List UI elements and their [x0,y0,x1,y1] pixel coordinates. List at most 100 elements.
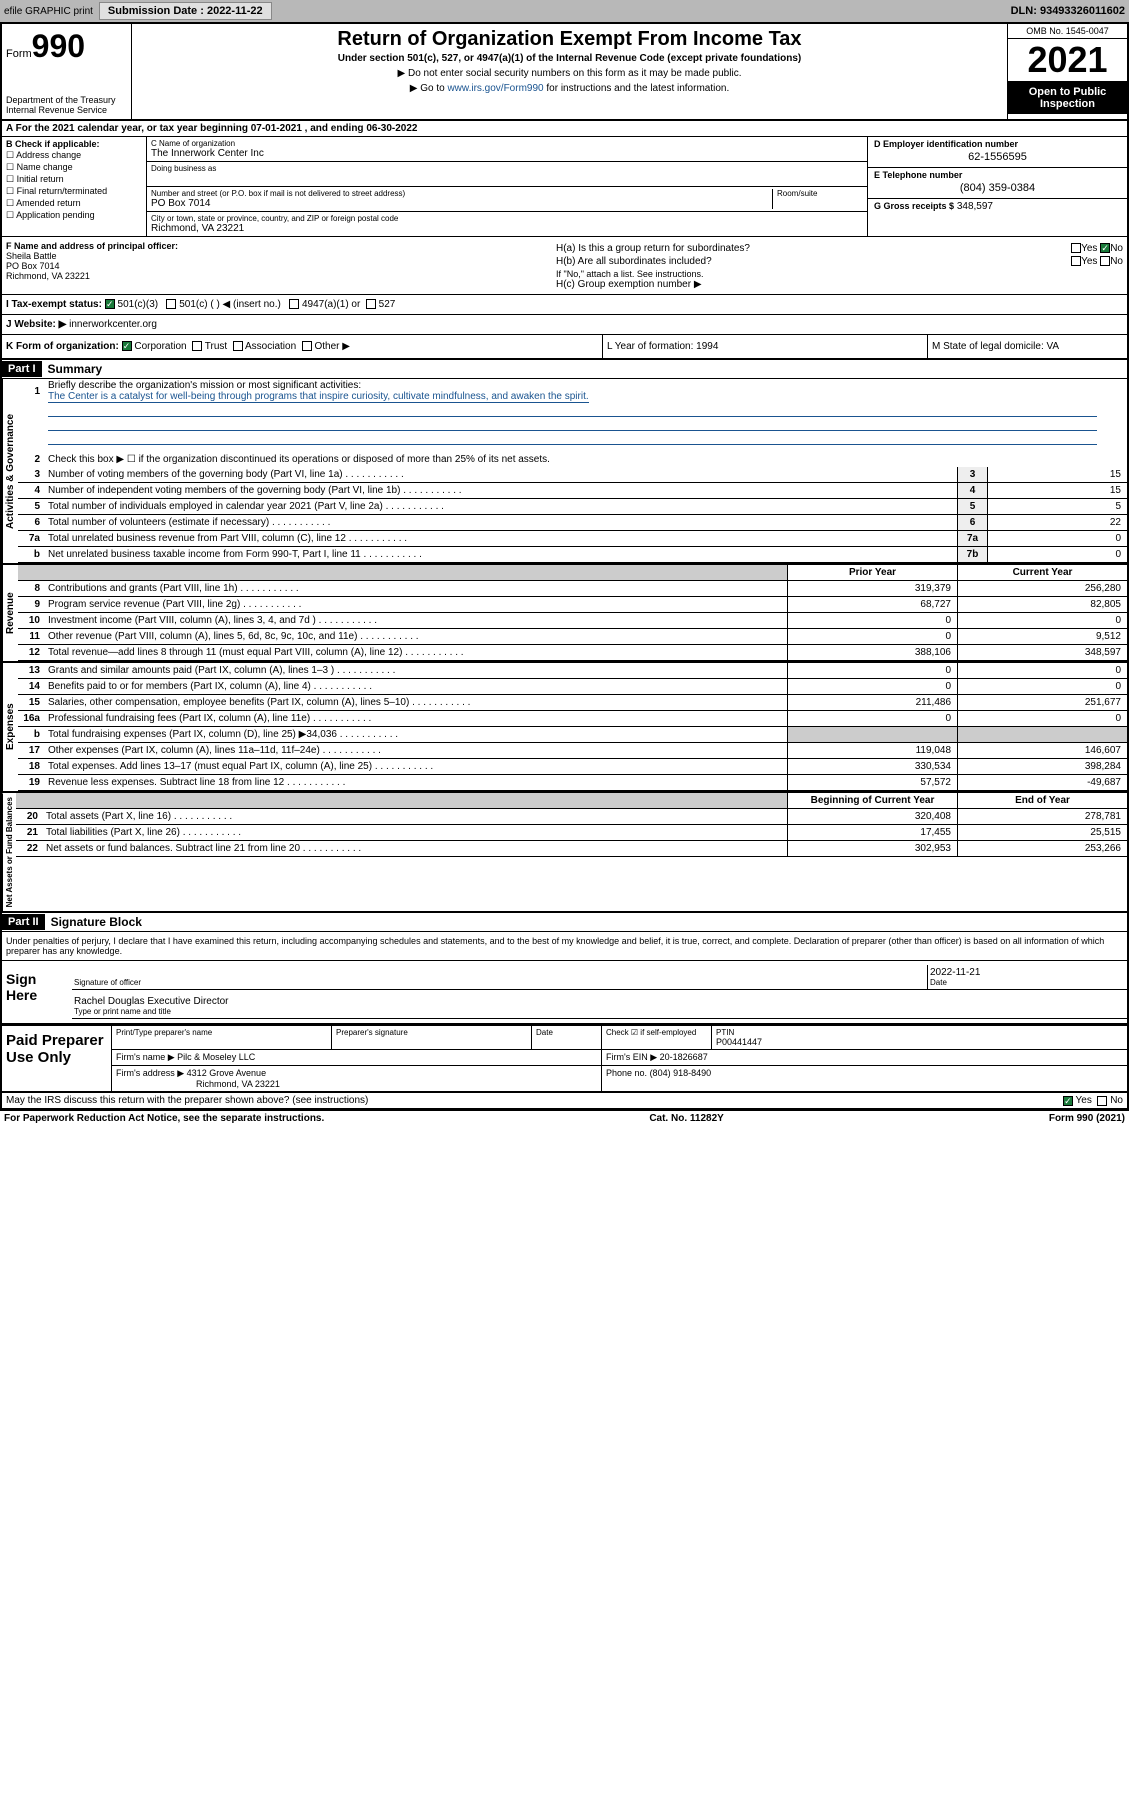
governance-block: Activities & Governance 1 Briefly descri… [2,379,1127,565]
vert-governance: Activities & Governance [2,379,18,563]
main-title: Return of Organization Exempt From Incom… [136,28,1003,51]
rev-line-10: 10 Investment income (Part VIII, column … [18,613,1127,629]
hb-no-chk[interactable] [1100,256,1110,266]
telephone: (804) 359-0384 [874,180,1121,196]
website: innerworkcenter.org [69,319,157,330]
section-klm: K Form of organization: Corporation Trus… [2,335,1127,360]
chk-4947[interactable] [289,299,299,309]
irs-link[interactable]: www.irs.gov/Form990 [447,83,543,94]
section-k: K Form of organization: Corporation Trus… [2,335,602,358]
sig-date: 2022-11-21 [930,967,1125,978]
exp-line-19: 19 Revenue less expenses. Subtract line … [18,775,1127,791]
chk-527[interactable] [366,299,376,309]
omb-year-block: OMB No. 1545-0047 2021 Open to Public In… [1007,24,1127,119]
expenses-block: Expenses 13 Grants and similar amounts p… [2,663,1127,793]
dept-treasury: Department of the Treasury Internal Reve… [6,95,127,115]
gov-line-3: 3 Number of voting members of the govern… [18,467,1127,483]
gov-line-7a: 7a Total unrelated business revenue from… [18,531,1127,547]
part2-header: Part II Signature Block [2,913,1127,932]
chk-name-change[interactable]: ☐ Name change [6,162,142,173]
paid-preparer-label: Paid Preparer Use Only [2,1026,112,1091]
col-headers-net: Beginning of Current Year End of Year [16,793,1127,809]
net-line-22: 22 Net assets or fund balances. Subtract… [16,841,1127,857]
chk-corp[interactable] [122,341,132,351]
section-m: M State of legal domicile: VA [927,335,1127,358]
exp-line-b: b Total fundraising expenses (Part IX, c… [18,727,1127,743]
discuss-no-chk[interactable] [1097,1096,1107,1106]
col-headers-rev: Prior Year Current Year [18,565,1127,581]
rev-line-12: 12 Total revenue—add lines 8 through 11 … [18,645,1127,661]
net-line-21: 21 Total liabilities (Part X, line 26) 1… [16,825,1127,841]
chk-amended[interactable]: ☐ Amended return [6,198,142,209]
chk-final-return[interactable]: ☐ Final return/terminated [6,186,142,197]
net-line-20: 20 Total assets (Part X, line 16) 320,40… [16,809,1127,825]
chk-app-pending[interactable]: ☐ Application pending [6,210,142,221]
efile-label: efile GRAPHIC print [4,6,93,17]
chk-assoc[interactable] [233,341,243,351]
rev-line-11: 11 Other revenue (Part VIII, column (A),… [18,629,1127,645]
exp-line-16a: 16a Professional fundraising fees (Part … [18,711,1127,727]
gross-receipts: 348,597 [957,201,993,212]
vert-expenses: Expenses [2,663,18,791]
ha-yes-chk[interactable] [1071,243,1081,253]
chk-501c[interactable] [166,299,176,309]
chk-trust[interactable] [192,341,202,351]
mission-line [48,405,1097,417]
section-b: B Check if applicable: ☐ Address change … [2,137,147,236]
tax-year: 2021 [1008,39,1127,82]
org-name: The Innerwork Center Inc [151,148,863,159]
gov-line-5: 5 Total number of individuals employed i… [18,499,1127,515]
netassets-block: Net Assets or Fund Balances Beginning of… [2,793,1127,913]
gov-line-6: 6 Total number of volunteers (estimate i… [18,515,1127,531]
city-state-zip: Richmond, VA 23221 [151,223,863,234]
omb-number: OMB No. 1545-0047 [1008,24,1127,39]
submission-date-btn[interactable]: Submission Date : 2022-11-22 [99,2,272,20]
paid-preparer-block: Paid Preparer Use Only Print/Type prepar… [2,1024,1127,1093]
gov-line-7b: b Net unrelated business taxable income … [18,547,1127,563]
exp-line-14: 14 Benefits paid to or for members (Part… [18,679,1127,695]
efile-header: efile GRAPHIC print Submission Date : 20… [0,0,1129,22]
ha-no-chk[interactable] [1100,243,1110,253]
firm-name: Pilc & Moseley LLC [177,1052,255,1062]
part1-header: Part I Summary [2,360,1127,379]
chk-other[interactable] [302,341,312,351]
mission-text: The Center is a catalyst for well-being … [48,391,589,403]
hb-yes-chk[interactable] [1071,256,1081,266]
ptin: P00441447 [716,1037,1123,1047]
chk-501c3[interactable] [105,299,115,309]
irs-discuss-row: May the IRS discuss this return with the… [2,1093,1127,1109]
rev-line-8: 8 Contributions and grants (Part VIII, l… [18,581,1127,597]
chk-initial-return[interactable]: ☐ Initial return [6,174,142,185]
sign-here-label: Sign Here [2,961,72,1023]
section-f: F Name and address of principal officer:… [2,237,552,294]
sign-here-block: Sign Here Signature of officer 2022-11-2… [2,961,1127,1024]
section-fh: F Name and address of principal officer:… [2,237,1127,295]
officer-name: Sheila Battle [6,251,548,261]
section-i: I Tax-exempt status: 501(c)(3) 501(c) ( … [2,295,1127,315]
instr-ssn: ▶ Do not enter social security numbers o… [136,68,1003,79]
dln: DLN: 93493326011602 [1011,5,1125,17]
subtitle: Under section 501(c), 527, or 4947(a)(1)… [136,53,1003,64]
gov-line-4: 4 Number of independent voting members o… [18,483,1127,499]
rev-line-9: 9 Program service revenue (Part VIII, li… [18,597,1127,613]
section-h: H(a) Is this a group return for subordin… [552,237,1127,294]
discuss-yes-chk[interactable] [1063,1096,1073,1106]
page-footer: For Paperwork Reduction Act Notice, see … [0,1111,1129,1126]
exp-line-17: 17 Other expenses (Part IX, column (A), … [18,743,1127,759]
section-j: J Website: ▶ innerworkcenter.org [2,315,1127,335]
open-public: Open to Public Inspection [1008,82,1127,114]
instr-link: ▶ Go to www.irs.gov/Form990 for instruct… [136,83,1003,94]
ein: 62-1556595 [874,149,1121,165]
firm-ein: 20-1826687 [660,1052,708,1062]
perjury-statement: Under penalties of perjury, I declare th… [2,932,1127,961]
section-l: L Year of formation: 1994 [602,335,927,358]
officer-printed-name: Rachel Douglas Executive Director [74,996,1125,1007]
chk-address-change[interactable]: ☐ Address change [6,150,142,161]
section-de: D Employer identification number 62-1556… [867,137,1127,236]
cat-no: Cat. No. 11282Y [649,1113,723,1124]
revenue-block: Revenue Prior Year Current Year 8 Contri… [2,565,1127,663]
section-c: C Name of organization The Innerwork Cen… [147,137,867,236]
exp-line-18: 18 Total expenses. Add lines 13–17 (must… [18,759,1127,775]
street: PO Box 7014 [151,198,772,209]
exp-line-13: 13 Grants and similar amounts paid (Part… [18,663,1127,679]
